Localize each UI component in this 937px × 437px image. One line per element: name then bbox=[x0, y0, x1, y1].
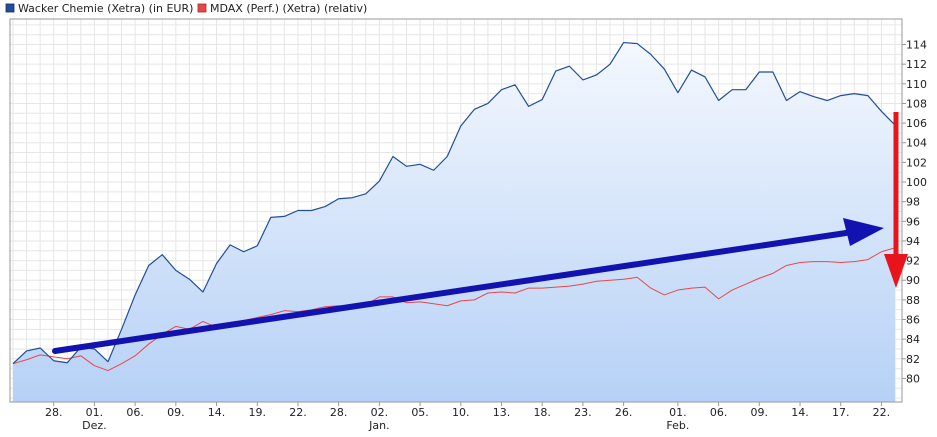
x-tick-label: 09. bbox=[751, 406, 769, 419]
y-tick-label: 94 bbox=[906, 235, 920, 248]
legend-swatch-mdax bbox=[197, 3, 207, 13]
uptrend-arrow-shaft bbox=[52, 230, 849, 354]
x-axis: 28. 01.Dez.06. 09. 14. 19. 22. 28. 02.Jan.05. 10… bbox=[45, 402, 890, 432]
x-tick-label: 01. bbox=[86, 406, 104, 419]
y-tick-label: 98 bbox=[906, 196, 920, 209]
x-tick-label: 01. bbox=[669, 406, 687, 419]
x-tick-label: 09. bbox=[167, 406, 185, 419]
plot-border bbox=[9, 18, 903, 403]
x-tick-label: 28. bbox=[330, 406, 348, 419]
legend-label-wacker: Wacker Chemie (Xetra) (in EUR) bbox=[18, 2, 193, 15]
x-tick-label: 23. bbox=[574, 406, 592, 419]
x-tick-label: 06. bbox=[126, 406, 144, 419]
y-tick-label: 100 bbox=[906, 176, 927, 189]
y-tick-label: 80 bbox=[906, 372, 920, 385]
legend-swatch-wacker bbox=[5, 3, 15, 13]
y-tick-label: 96 bbox=[906, 215, 920, 228]
x-tick-label: 14. bbox=[208, 406, 226, 419]
x-tick-month-label: Dez. bbox=[82, 419, 107, 432]
y-tick-label: 84 bbox=[906, 333, 920, 346]
wacker-line bbox=[12, 41, 896, 365]
y-axis: 80 82 84 86 88 90 92 94 96 98 100 102 104 106 108 110 11… bbox=[902, 39, 927, 385]
x-tick-label: 10. bbox=[452, 406, 470, 419]
legend-label-mdax: MDAX (Perf.) (Xetra) (relativ) bbox=[210, 2, 367, 15]
x-tick-label: 22. bbox=[289, 406, 307, 419]
x-tick-label: 18. bbox=[533, 406, 551, 419]
x-tick-label: 19. bbox=[248, 406, 266, 419]
annotations bbox=[52, 112, 908, 354]
wacker-area-fill bbox=[13, 42, 895, 402]
x-tick-label: 05. bbox=[411, 406, 429, 419]
y-tick-label: 110 bbox=[906, 78, 927, 91]
y-tick-label: 88 bbox=[906, 294, 920, 307]
x-tick-month-label: Jan. bbox=[368, 419, 389, 432]
wacker-area bbox=[13, 42, 895, 402]
downtrend-arrow-head bbox=[884, 254, 908, 288]
x-tick-label: 13. bbox=[493, 406, 511, 419]
y-tick-label: 90 bbox=[906, 274, 920, 287]
legend: Wacker Chemie (Xetra) (in EUR) MDAX (Per… bbox=[5, 2, 367, 15]
x-tick-label: 02. bbox=[371, 406, 389, 419]
x-tick-label: 14. bbox=[791, 406, 809, 419]
y-tick-label: 102 bbox=[906, 156, 927, 169]
y-tick-label: 112 bbox=[906, 58, 927, 71]
x-tick-label: 28. bbox=[45, 406, 63, 419]
x-tick-label: 26. bbox=[615, 406, 633, 419]
y-tick-label: 108 bbox=[906, 97, 927, 110]
x-tick-label: 06. bbox=[710, 406, 728, 419]
x-tick-label: 22. bbox=[873, 406, 891, 419]
uptrend-arrow-head bbox=[843, 218, 884, 246]
y-tick-label: 82 bbox=[906, 353, 920, 366]
y-tick-label: 86 bbox=[906, 314, 920, 327]
x-tick-month-label: Feb. bbox=[666, 419, 689, 432]
y-tick-label: 92 bbox=[906, 255, 920, 268]
y-tick-label: 104 bbox=[906, 137, 927, 150]
x-tick-label: 17. bbox=[832, 406, 850, 419]
y-tick-label: 114 bbox=[906, 39, 927, 52]
y-tick-label: 106 bbox=[906, 117, 927, 130]
